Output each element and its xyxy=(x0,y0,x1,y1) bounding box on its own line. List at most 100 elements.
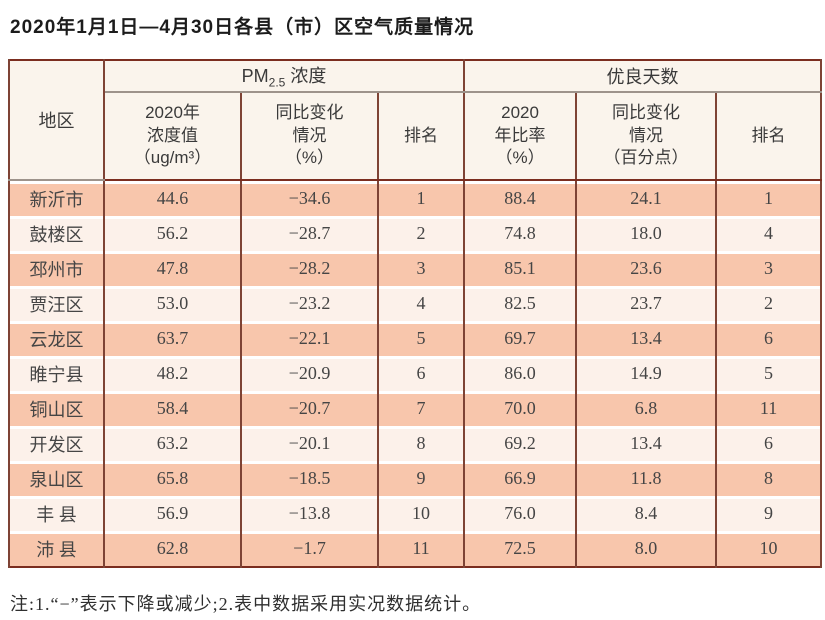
table-row: 泉山区 65.8 −18.5 9 66.9 11.8 8 xyxy=(8,461,823,496)
table-row: 鼓楼区 56.2 −28.7 2 74.8 18.0 4 xyxy=(8,216,823,251)
value-cell: 9 xyxy=(376,461,466,496)
value-cell: 76.0 xyxy=(463,496,578,531)
pm25-label-pre: PM xyxy=(241,66,269,87)
value-cell: 1 xyxy=(376,180,466,216)
col-header-pm-rank: 排名 xyxy=(376,92,466,181)
value-cell: 44.6 xyxy=(103,180,242,216)
value-cell: 72.5 xyxy=(463,531,578,567)
region-cell: 贾汪区 xyxy=(8,286,105,321)
value-cell: 65.8 xyxy=(103,461,242,496)
value-cell: 8.4 xyxy=(575,496,718,531)
value-cell: 11.8 xyxy=(575,461,718,496)
value-cell: −28.7 xyxy=(240,216,379,251)
table-row: 开发区 63.2 −20.1 8 69.2 13.4 6 xyxy=(8,426,823,461)
value-cell: 66.9 xyxy=(463,461,578,496)
value-cell: 5 xyxy=(715,356,823,391)
value-cell: −22.1 xyxy=(240,321,379,356)
col-header-good-rank: 排名 xyxy=(715,92,823,181)
value-cell: −20.9 xyxy=(240,356,379,391)
col-header-pm-value: 2020年 浓度值 （ug/m³） xyxy=(103,92,242,181)
value-cell: −20.1 xyxy=(240,426,379,461)
value-cell: −34.6 xyxy=(240,180,379,216)
page-title: 2020年1月1日—4月30日各县（市）区空气质量情况 xyxy=(10,17,475,38)
value-cell: 85.1 xyxy=(463,251,578,286)
region-cell: 开发区 xyxy=(8,426,105,461)
value-cell: 11 xyxy=(715,391,823,426)
value-cell: 4 xyxy=(376,286,466,321)
value-cell: 8.0 xyxy=(575,531,718,567)
value-cell: 6.8 xyxy=(575,391,718,426)
region-cell: 云龙区 xyxy=(8,321,105,356)
region-cell: 新沂市 xyxy=(8,180,105,216)
col-header-region: 地区 xyxy=(8,60,105,181)
pm25-label-post: 浓度 xyxy=(285,66,327,87)
region-cell: 铜山区 xyxy=(8,391,105,426)
value-cell: 53.0 xyxy=(103,286,242,321)
value-cell: 7 xyxy=(376,391,466,426)
col-header-good-ratio: 2020 年比率 （%） xyxy=(463,92,578,181)
value-cell: 86.0 xyxy=(463,356,578,391)
footnote: 注:1.“−”表示下降或减少;2.表中数据采用实况数据统计。 xyxy=(10,594,482,614)
table-row: 铜山区 58.4 −20.7 7 70.0 6.8 11 xyxy=(8,391,823,426)
value-cell: 63.2 xyxy=(103,426,242,461)
table-row: 云龙区 63.7 −22.1 5 69.7 13.4 6 xyxy=(8,321,823,356)
table-row: 丰 县 56.9 −13.8 10 76.0 8.4 9 xyxy=(8,496,823,531)
value-cell: 6 xyxy=(715,321,823,356)
value-cell: 47.8 xyxy=(103,251,242,286)
value-cell: 13.4 xyxy=(575,426,718,461)
value-cell: 56.9 xyxy=(103,496,242,531)
table-row: 新沂市 44.6 −34.6 1 88.4 24.1 1 xyxy=(8,180,823,216)
table-row: 贾汪区 53.0 −23.2 4 82.5 23.7 2 xyxy=(8,286,823,321)
table-row: 沛 县 62.8 −1.7 11 72.5 8.0 10 xyxy=(8,531,823,567)
pm25-label-sub: 2.5 xyxy=(268,75,286,90)
col-group-good-days: 优良天数 xyxy=(463,60,823,93)
value-cell: −1.7 xyxy=(240,531,379,567)
value-cell: 11 xyxy=(376,531,466,567)
value-cell: −28.2 xyxy=(240,251,379,286)
value-cell: 6 xyxy=(715,426,823,461)
value-cell: 8 xyxy=(376,426,466,461)
value-cell: 10 xyxy=(376,496,466,531)
value-cell: 1 xyxy=(715,180,823,216)
region-cell: 鼓楼区 xyxy=(8,216,105,251)
region-cell: 邳州市 xyxy=(8,251,105,286)
col-group-pm25: PM2.5 浓度 xyxy=(102,60,466,93)
value-cell: 69.7 xyxy=(463,321,578,356)
header-group-row: 地区 PM2.5 浓度 优良天数 xyxy=(8,60,823,181)
value-cell: 4 xyxy=(715,216,823,251)
value-cell: 88.4 xyxy=(463,180,578,216)
value-cell: 3 xyxy=(715,251,823,286)
value-cell: 6 xyxy=(376,356,466,391)
region-cell: 睢宁县 xyxy=(8,356,105,391)
value-cell: 69.2 xyxy=(463,426,578,461)
value-cell: 3 xyxy=(376,251,466,286)
value-cell: 18.0 xyxy=(575,216,718,251)
value-cell: 82.5 xyxy=(463,286,578,321)
value-cell: 70.0 xyxy=(463,391,578,426)
table-row: 邳州市 47.8 −28.2 3 85.1 23.6 3 xyxy=(8,251,823,286)
value-cell: 8 xyxy=(715,461,823,496)
col-header-good-change: 同比变化 情况 （百分点） xyxy=(575,92,718,181)
region-cell: 丰 县 xyxy=(8,496,105,531)
col-header-pm-change: 同比变化 情况 （%） xyxy=(240,92,379,181)
air-quality-table: 地区 PM2.5 浓度 优良天数 2020年 浓度值 （ug/m³） 同比变化 … xyxy=(8,59,823,568)
value-cell: 58.4 xyxy=(103,391,242,426)
value-cell: 2 xyxy=(715,286,823,321)
value-cell: 62.8 xyxy=(103,531,242,567)
region-cell: 泉山区 xyxy=(8,461,105,496)
value-cell: 48.2 xyxy=(103,356,242,391)
value-cell: 63.7 xyxy=(103,321,242,356)
value-cell: −23.2 xyxy=(240,286,379,321)
region-cell: 沛 县 xyxy=(8,531,105,567)
value-cell: 9 xyxy=(715,496,823,531)
table-row: 睢宁县 48.2 −20.9 6 86.0 14.9 5 xyxy=(8,356,823,391)
header-sub-row: 2020年 浓度值 （ug/m³） 同比变化 情况 （%） 排名 2020 年比… xyxy=(9,92,823,181)
value-cell: −13.8 xyxy=(240,496,379,531)
value-cell: 2 xyxy=(376,216,466,251)
value-cell: 23.7 xyxy=(575,286,718,321)
value-cell: 24.1 xyxy=(575,180,718,216)
value-cell: −20.7 xyxy=(240,391,379,426)
value-cell: 56.2 xyxy=(103,216,242,251)
value-cell: 13.4 xyxy=(575,321,718,356)
